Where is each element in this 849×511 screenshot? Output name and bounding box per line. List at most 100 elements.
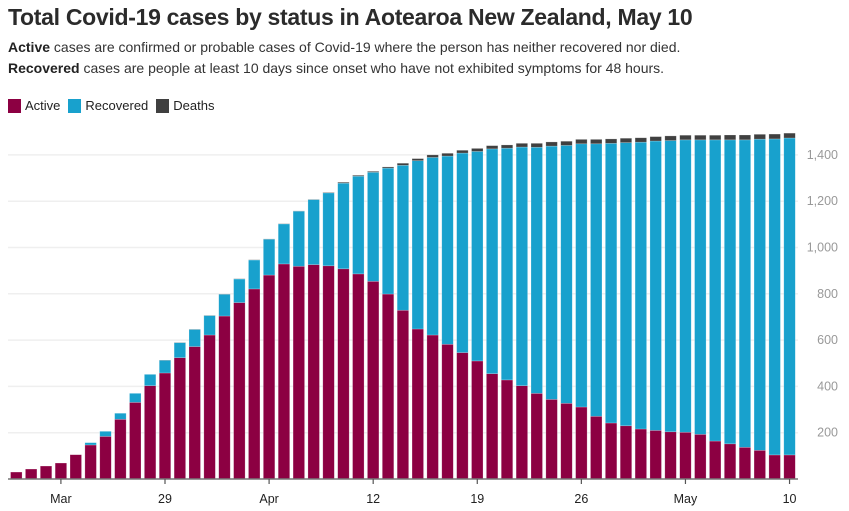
bar-recovered (173, 342, 186, 358)
bar-active (768, 454, 781, 480)
bar-recovered (486, 148, 499, 374)
bar-active (129, 402, 142, 480)
bar-deaths (634, 137, 647, 143)
x-tick-label: 26 (574, 492, 588, 506)
bar-recovered (545, 145, 558, 400)
bar-recovered (263, 238, 276, 276)
bar-active (99, 436, 112, 480)
x-tick-label: 12 (366, 492, 380, 506)
bar-recovered (352, 175, 365, 275)
bar-recovered (307, 199, 320, 265)
bar-active (426, 334, 439, 480)
bar-active (709, 440, 722, 480)
bar-deaths (515, 143, 528, 148)
bar-recovered (634, 141, 647, 430)
bar-deaths (486, 145, 499, 150)
bar-deaths (738, 134, 751, 141)
bar-recovered (203, 315, 216, 336)
bar-recovered (471, 151, 484, 362)
bar-active (441, 343, 454, 480)
x-tick-label: 19 (470, 492, 484, 506)
bar-recovered (575, 143, 588, 408)
bar-recovered (456, 152, 469, 353)
y-tick-label: 1,000 (807, 241, 838, 255)
bar-recovered (144, 374, 157, 387)
subtitle-term-recovered: Recovered (8, 60, 80, 76)
bar-active (54, 462, 67, 480)
subtitle-line-recovered: Recovered cases are people at least 10 d… (8, 60, 664, 76)
bar-recovered (605, 143, 618, 424)
bar-recovered (248, 259, 261, 290)
chart-title: Total Covid-19 cases by status in Aotear… (8, 4, 693, 30)
bar-active (218, 315, 231, 480)
bar-deaths (381, 166, 395, 169)
bar-active (500, 379, 514, 480)
subtitle-term-active: Active (8, 39, 51, 55)
legend-item-deaths: Deaths (156, 98, 214, 113)
bar-recovered (396, 165, 409, 311)
bar-deaths (649, 136, 662, 142)
bar-recovered (724, 139, 737, 445)
x-tick-label: 10 (783, 492, 797, 506)
bar-active (694, 434, 707, 480)
bar-active (248, 288, 261, 480)
y-tick-label: 400 (817, 379, 838, 393)
bar-recovered (381, 167, 395, 295)
bar-active (233, 302, 246, 480)
bar-active (396, 309, 409, 480)
bar-deaths (590, 139, 603, 145)
bar-active (545, 399, 558, 480)
bar-deaths (694, 134, 707, 141)
bar-deaths (545, 141, 558, 147)
bar-active (605, 422, 618, 480)
bar-recovered (218, 293, 231, 317)
legend-label-active: Active (25, 98, 61, 113)
bar-deaths (724, 134, 737, 141)
bar-recovered (188, 329, 201, 347)
bar-active (486, 373, 499, 480)
bar-recovered (367, 171, 380, 282)
bar-active (10, 471, 23, 480)
bar-recovered (768, 138, 781, 456)
bar-active (664, 431, 677, 480)
legend-item-recovered: Recovered (68, 98, 148, 113)
bar-recovered (753, 138, 766, 451)
bar-recovered (292, 210, 305, 267)
bar-active (277, 263, 291, 480)
bar-deaths (411, 158, 424, 161)
bar-active (515, 385, 528, 480)
bar-active (575, 406, 588, 480)
legend-label-recovered: Recovered (85, 98, 149, 113)
bar-active (25, 468, 38, 480)
legend-swatch-recovered (68, 98, 82, 113)
bar-recovered (709, 139, 722, 442)
bar-recovered (426, 157, 439, 336)
bar-deaths (709, 134, 722, 141)
bar-active (84, 444, 97, 480)
bar-active (411, 328, 424, 480)
bar-active (471, 360, 484, 480)
bar-active (69, 454, 82, 480)
bar-recovered (84, 442, 97, 446)
bar-deaths (367, 171, 380, 173)
bar-deaths (426, 154, 439, 158)
bar-active (724, 443, 737, 480)
bar-active (292, 265, 305, 480)
y-tick-label: 600 (817, 333, 838, 347)
bar-deaths (605, 138, 618, 144)
bar-active (590, 415, 603, 480)
bar-active (381, 293, 395, 480)
bar-deaths (679, 134, 692, 141)
legend-item-active: Active (8, 98, 60, 113)
bar-active (456, 352, 469, 480)
bar-deaths (560, 140, 573, 146)
bar-deaths (441, 152, 454, 157)
bar-active (188, 346, 201, 480)
bar-deaths (753, 133, 766, 140)
bar-active (679, 431, 692, 480)
bar-recovered (158, 359, 172, 374)
bar-recovered (619, 142, 633, 427)
x-tick-label: Mar (50, 492, 72, 506)
bar-active (634, 428, 647, 480)
